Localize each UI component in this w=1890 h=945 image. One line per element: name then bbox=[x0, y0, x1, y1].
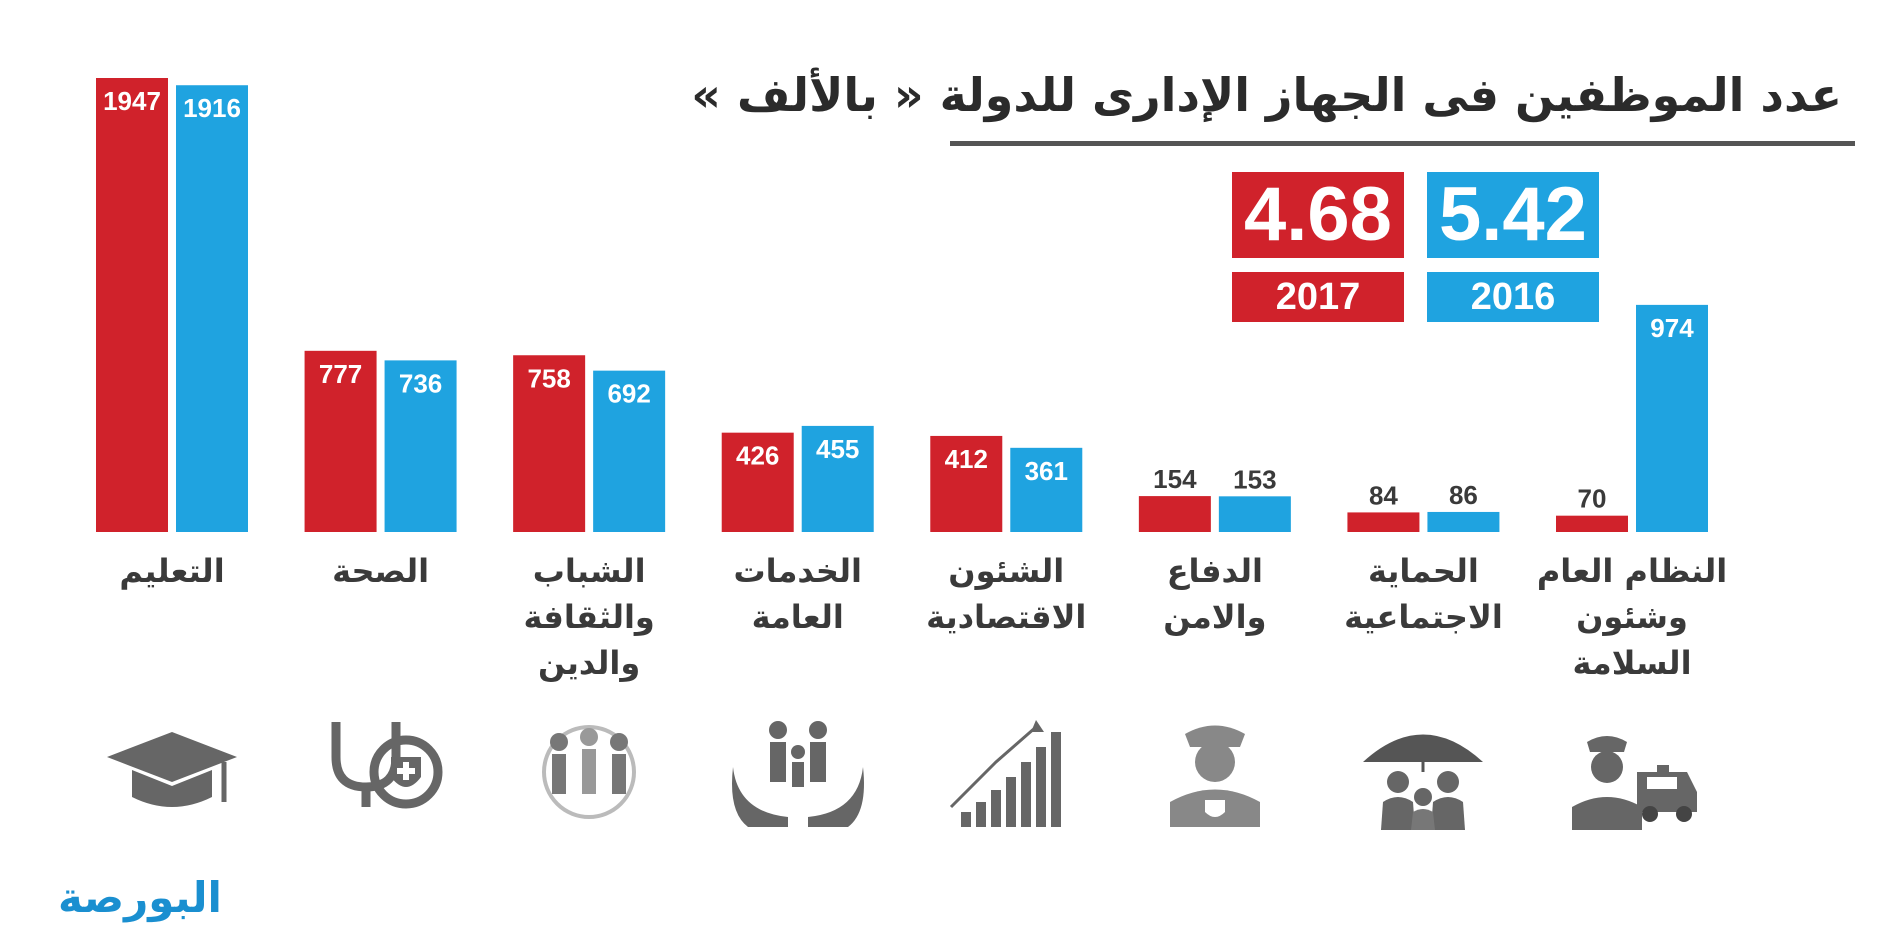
data-label-2016-4: 361 bbox=[1025, 456, 1068, 486]
bar-2016-1 bbox=[384, 360, 457, 532]
bar-2017-2 bbox=[513, 355, 586, 532]
data-label-2016-3: 455 bbox=[816, 434, 859, 464]
data-label-2017-6: 84 bbox=[1369, 480, 1398, 510]
bar-2016-2 bbox=[593, 370, 666, 532]
category-label-3: الخدمات العامة bbox=[733, 552, 862, 636]
data-label-2016-2: 692 bbox=[607, 379, 650, 409]
bar-2016-6 bbox=[1427, 511, 1500, 532]
growth-chart-icon bbox=[936, 712, 1076, 832]
bar-2017-5 bbox=[1138, 496, 1211, 532]
data-label-2017-2: 758 bbox=[527, 363, 570, 393]
total-2017-value: 4.68 bbox=[1232, 172, 1404, 258]
bar-2017-7 bbox=[1556, 515, 1628, 532]
category-label-6: الحماية الاجتماعية bbox=[1344, 552, 1503, 636]
data-label-2016-0: 1916 bbox=[183, 93, 241, 123]
bar-2017-3 bbox=[721, 432, 794, 532]
bar-2017-1 bbox=[304, 350, 377, 532]
total-2016-year: 2016 bbox=[1427, 272, 1599, 322]
data-label-2016-6: 86 bbox=[1449, 480, 1478, 510]
bar-2016-5 bbox=[1218, 496, 1291, 532]
logo-text: البورصة bbox=[58, 873, 222, 923]
title-divider bbox=[950, 141, 1855, 146]
category-label-4: الشئون الاقتصادية bbox=[926, 552, 1087, 636]
police-car-icon bbox=[1562, 712, 1702, 832]
data-label-2016-7: 974 bbox=[1650, 313, 1694, 343]
chart-title: عدد الموظفين فى الجهاز الإدارى للدولة « … bbox=[691, 68, 1842, 122]
people-circle-icon bbox=[519, 712, 659, 832]
category-label-7: النظام العام وشئون السلامة bbox=[1536, 552, 1728, 682]
data-label-2016-5: 153 bbox=[1233, 464, 1276, 494]
logo: البورصة bbox=[58, 873, 222, 923]
bar-2016-4 bbox=[1010, 447, 1083, 532]
total-2017-year: 2017 bbox=[1232, 272, 1404, 322]
bar-2017-6 bbox=[1347, 512, 1420, 532]
total-2016-value: 5.42 bbox=[1427, 172, 1599, 258]
family-umbrella-icon bbox=[1353, 712, 1493, 832]
bar-2016-7 bbox=[1636, 304, 1708, 532]
data-label-2017-1: 777 bbox=[319, 359, 362, 389]
bar-2016-3 bbox=[801, 425, 874, 532]
category-label-1: الصحة bbox=[332, 552, 430, 590]
bar-2017-0 bbox=[96, 78, 168, 532]
category-label-2: الشباب والثقافة والدين bbox=[523, 552, 655, 682]
category-label-0: التعليم bbox=[119, 552, 225, 590]
data-label-2017-0: 1947 bbox=[103, 86, 161, 116]
stethoscope-shield-icon bbox=[311, 712, 451, 832]
data-label-2017-3: 426 bbox=[736, 441, 779, 471]
data-label-2017-4: 412 bbox=[945, 444, 988, 474]
graduation-cap-icon bbox=[102, 712, 242, 832]
family-hands-icon bbox=[728, 712, 868, 832]
bar-2016-0 bbox=[176, 85, 248, 533]
data-label-2017-7: 70 bbox=[1578, 484, 1607, 514]
data-label-2017-5: 154 bbox=[1153, 464, 1197, 494]
category-label-5: الدفاع والامن bbox=[1163, 552, 1267, 636]
bar-2017-4 bbox=[930, 435, 1003, 532]
data-label-2016-1: 736 bbox=[399, 368, 442, 398]
police-officer-icon bbox=[1145, 712, 1285, 832]
